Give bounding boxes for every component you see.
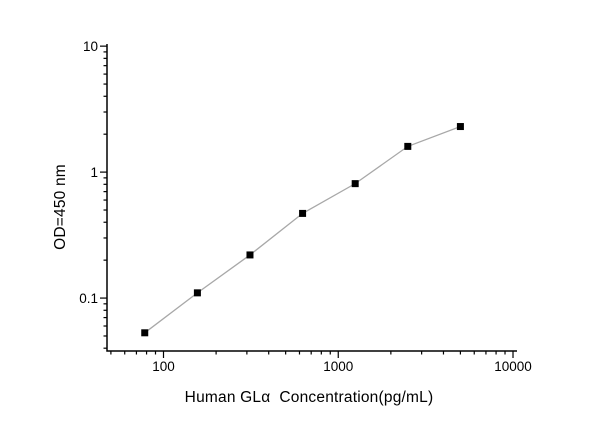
data-series (141, 123, 464, 337)
x-tick-label: 1000 (323, 359, 353, 374)
x-tick-label: 10000 (494, 359, 532, 374)
data-point (351, 180, 359, 188)
series-line (144, 125, 461, 334)
y-tick-label: 1 (90, 165, 98, 180)
data-point (456, 123, 464, 131)
x-tick-label: 100 (152, 359, 175, 374)
x-axis-title: Human GLα Concentration(pg/mL) (184, 389, 434, 406)
y-tick-label: 10 (83, 39, 98, 54)
axes (106, 44, 517, 352)
data-point (299, 209, 307, 217)
data-point (193, 289, 201, 297)
axis-ticks (100, 45, 514, 358)
axis-frame (106, 44, 517, 352)
y-axis-title: OD=450 nm (52, 164, 69, 250)
data-point (404, 142, 412, 150)
tick-labels: 100 1000 10000 0.1 1 10 (79, 39, 532, 374)
data-point (246, 251, 254, 259)
data-point (141, 329, 149, 337)
y-tick-label: 0.1 (79, 291, 98, 306)
